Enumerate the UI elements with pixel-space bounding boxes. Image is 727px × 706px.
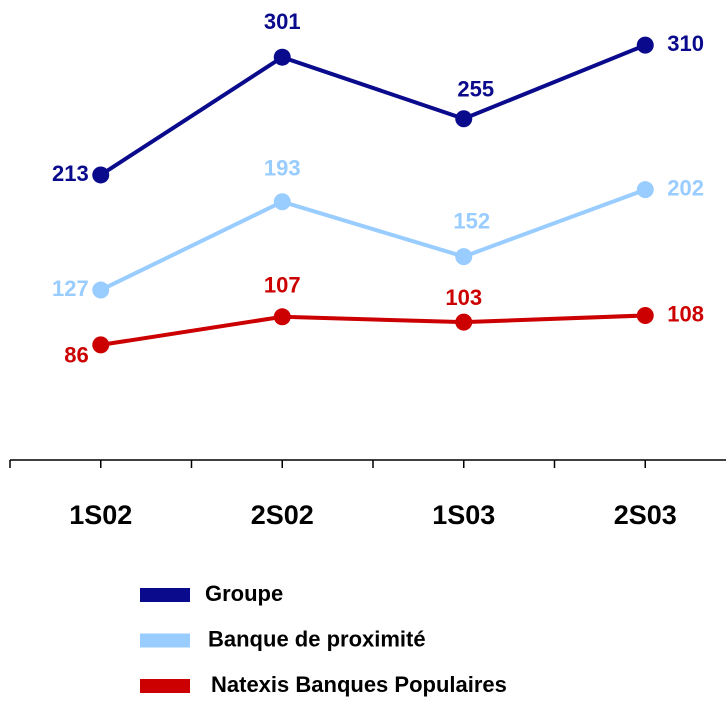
legend-label: Natexis Banques Populaires — [211, 672, 507, 697]
data-point — [273, 48, 291, 66]
data-label: 301 — [264, 9, 301, 34]
data-point — [92, 336, 110, 354]
x-tick-label: 2S03 — [614, 500, 677, 530]
data-point — [455, 313, 473, 331]
data-label: 86 — [64, 343, 88, 368]
data-point — [636, 36, 654, 54]
data-label: 103 — [445, 285, 482, 310]
data-label: 202 — [667, 175, 704, 200]
data-label: 255 — [457, 77, 494, 102]
x-tick-label: 1S03 — [432, 500, 495, 530]
x-tick-label: 2S02 — [251, 500, 314, 530]
legend-swatch — [140, 588, 190, 602]
data-point — [92, 281, 110, 299]
data-label: 310 — [667, 31, 704, 56]
legend-swatch — [140, 679, 190, 693]
data-label: 193 — [264, 156, 301, 181]
data-point — [273, 308, 291, 326]
legend-label: Banque de proximité — [208, 626, 426, 651]
data-point — [636, 181, 654, 199]
data-label: 127 — [52, 276, 89, 301]
data-point — [455, 110, 473, 128]
data-point — [273, 193, 291, 211]
data-label: 152 — [453, 208, 490, 233]
data-point — [92, 166, 110, 184]
data-label: 107 — [264, 273, 301, 298]
legend-swatch — [140, 633, 190, 648]
legend-label: Groupe — [205, 581, 283, 606]
data-point — [455, 248, 473, 266]
series-line — [99, 187, 646, 292]
data-label: 213 — [52, 161, 89, 186]
data-point — [636, 306, 654, 324]
series-line — [99, 43, 647, 177]
series-line — [100, 313, 646, 347]
x-tick-label: 1S02 — [69, 500, 132, 530]
data-label: 108 — [667, 301, 704, 326]
